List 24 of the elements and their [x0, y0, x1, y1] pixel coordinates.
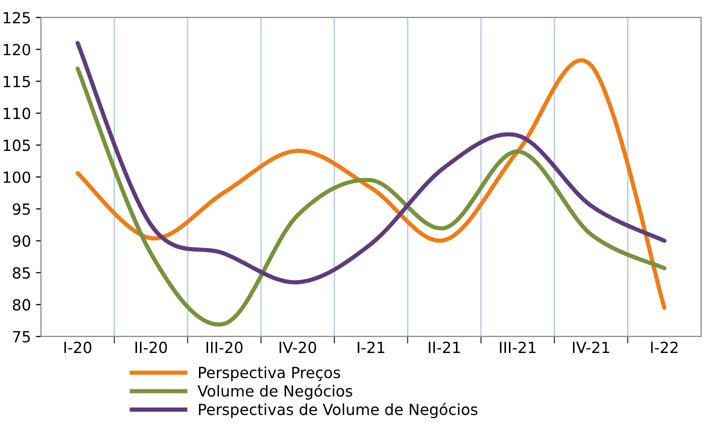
- y-tick-label: 120: [4, 44, 30, 56]
- x-tick-label: II-21: [428, 342, 460, 353]
- x-tick-label: I-20: [64, 342, 92, 354]
- x-tick-label: I-22: [651, 342, 678, 353]
- x-tick-label: III-20: [206, 342, 243, 354]
- y-tick-label: 115: [4, 76, 30, 88]
- y-tick-label: 125: [4, 12, 30, 24]
- legend-label: Volume de Negócios: [198, 384, 352, 400]
- x-tick-label: II-20: [135, 342, 167, 354]
- y-tick-label: 100: [4, 171, 30, 184]
- legend-label: Perspectivas de Volume de Negócios: [199, 402, 478, 418]
- line-series: [76, 40, 666, 284]
- y-tick-label: 80: [12, 299, 30, 311]
- y-tick-label: 90: [12, 235, 30, 247]
- y-tick-label: 75: [13, 331, 30, 343]
- y-tick-label: 85: [12, 267, 30, 279]
- x-tick-label: IV-20: [280, 342, 316, 354]
- x-tick-label: IV-21: [573, 342, 610, 353]
- y-tick-label: 95: [12, 203, 30, 215]
- y-tick-label: 105: [4, 140, 30, 152]
- x-tick-label: I-21: [358, 342, 384, 353]
- x-tick-label: III-21: [500, 342, 536, 353]
- legend-label: Perspectiva Preços: [199, 366, 340, 382]
- y-tick-label: 110: [4, 108, 30, 120]
